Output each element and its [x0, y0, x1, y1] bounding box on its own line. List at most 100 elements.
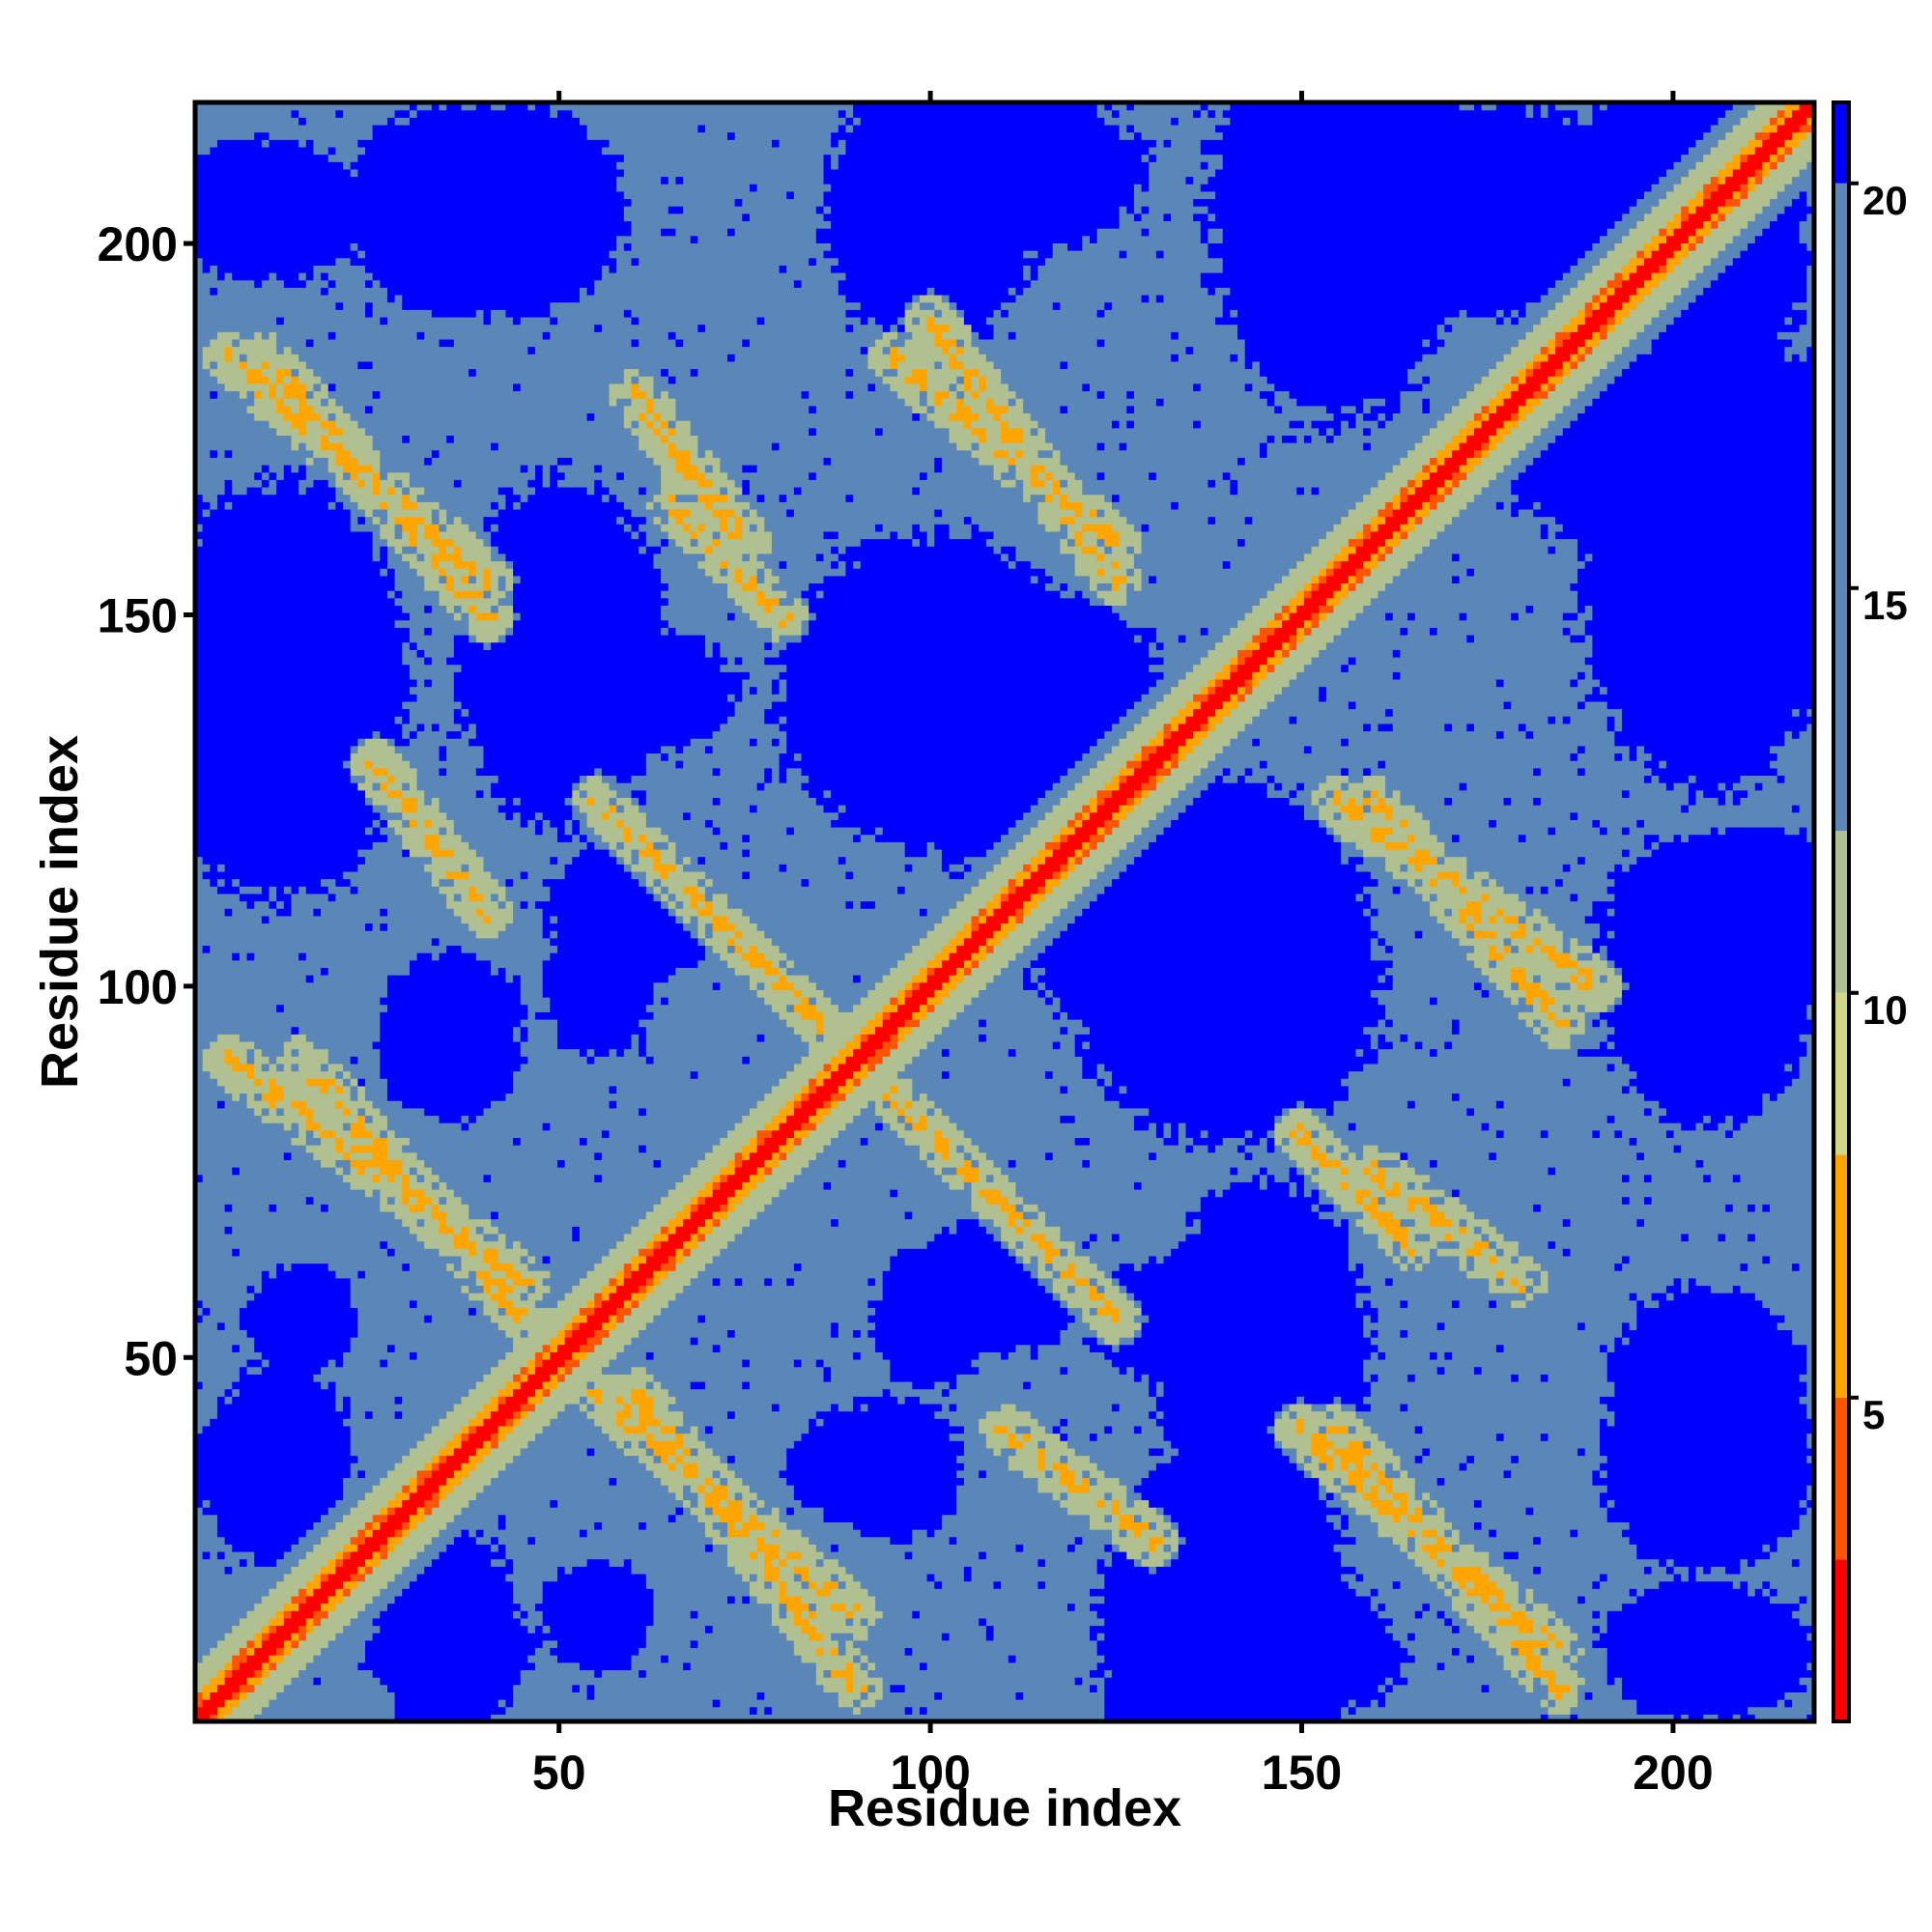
- heatmap-cell: [350, 1226, 358, 1235]
- heatmap-cell: [313, 198, 322, 207]
- heatmap-cell: [283, 501, 293, 510]
- heatmap-cell: [210, 649, 218, 658]
- heatmap-cell: [254, 870, 263, 880]
- heatmap-cell: [246, 1048, 255, 1057]
- heatmap-cell: [357, 1544, 366, 1552]
- heatmap-cell: [246, 989, 255, 998]
- heatmap-cell: [305, 1048, 315, 1057]
- heatmap-cell: [321, 1078, 329, 1087]
- heatmap-cell: [357, 841, 366, 850]
- heatmap-cell: [269, 1329, 277, 1338]
- heatmap-cell: [246, 1159, 255, 1168]
- heatmap-cell: [210, 1418, 218, 1427]
- heatmap-cell: [305, 1521, 315, 1530]
- heatmap-cell: [343, 1270, 352, 1279]
- heatmap-cell: [269, 886, 277, 895]
- heatmap-cell: [276, 1536, 285, 1545]
- heatmap-cell: [239, 989, 248, 998]
- heatmap-cell: [239, 1159, 248, 1168]
- heatmap-cell: [357, 1167, 366, 1176]
- heatmap-cell: [246, 1337, 255, 1346]
- heatmap-cell: [350, 1359, 358, 1368]
- heatmap-cell: [313, 1469, 322, 1479]
- heatmap-cell: [276, 190, 285, 200]
- heatmap-cell: [195, 1521, 204, 1530]
- heatmap-cell: [343, 1714, 352, 1721]
- heatmap-cell: [291, 376, 299, 384]
- heatmap-cell: [291, 1063, 299, 1072]
- heatmap-cell: [291, 694, 299, 702]
- heatmap-cell: [210, 1137, 218, 1146]
- heatmap-cell: [357, 516, 366, 525]
- heatmap-cell: [283, 368, 293, 377]
- heatmap-cell: [343, 206, 352, 214]
- heatmap-cell: [261, 1485, 270, 1493]
- heatmap-cell: [239, 1521, 248, 1530]
- heatmap-cell: [298, 1344, 307, 1352]
- heatmap-cell: [313, 1351, 322, 1360]
- heatmap-cell: [305, 612, 315, 621]
- heatmap-cell: [343, 967, 352, 976]
- heatmap-cell: [195, 1714, 204, 1721]
- heatmap-cell: [202, 294, 211, 303]
- heatmap-cell: [313, 1544, 322, 1552]
- heatmap-cell: [343, 1610, 352, 1619]
- heatmap-cell: [216, 870, 226, 880]
- heatmap-cell: [343, 516, 352, 525]
- heatmap-cell: [239, 590, 248, 599]
- heatmap-cell: [216, 405, 226, 414]
- heatmap-cell: [232, 206, 241, 214]
- heatmap-cell: [210, 1122, 218, 1131]
- heatmap-cell: [216, 102, 226, 111]
- heatmap-cell: [276, 1145, 285, 1153]
- heatmap-cell: [350, 102, 358, 111]
- heatmap-cell: [261, 1004, 270, 1012]
- heatmap-cell: [276, 242, 285, 251]
- heatmap-cell: [210, 346, 218, 355]
- heatmap-cell: [232, 1248, 241, 1257]
- heatmap-cell: [261, 1380, 270, 1390]
- heatmap-cell: [283, 102, 293, 111]
- heatmap-cell: [254, 730, 263, 739]
- heatmap-cell: [210, 656, 218, 666]
- heatmap-cell: [195, 1085, 204, 1094]
- heatmap-cell: [246, 1315, 255, 1323]
- heatmap-cell: [350, 1455, 358, 1463]
- heatmap-cell: [224, 1677, 233, 1686]
- heatmap-cell: [202, 1677, 211, 1686]
- heatmap-cell: [195, 1115, 204, 1123]
- heatmap-cell: [327, 479, 336, 488]
- heatmap-cell: [335, 294, 344, 303]
- heatmap-cell: [343, 1499, 352, 1508]
- heatmap-cell: [246, 1558, 255, 1567]
- heatmap-cell: [335, 834, 344, 842]
- heatmap-cell: [224, 767, 233, 777]
- heatmap-cell: [335, 1507, 344, 1516]
- heatmap-cell: [195, 465, 204, 473]
- heatmap-cell: [350, 1374, 358, 1382]
- heatmap-cell: [210, 235, 218, 243]
- heatmap-cell: [343, 213, 352, 222]
- heatmap-cell: [269, 753, 277, 761]
- heatmap-cell: [232, 354, 241, 362]
- heatmap-cell: [327, 1018, 336, 1028]
- heatmap-cell: [291, 346, 299, 355]
- heatmap-cell: [357, 1639, 366, 1649]
- heatmap-cell: [239, 1580, 248, 1589]
- heatmap-cell: [202, 1550, 211, 1560]
- heatmap-cell: [232, 1403, 241, 1412]
- heatmap-cell: [269, 1691, 277, 1700]
- heatmap-cell: [261, 1469, 270, 1479]
- heatmap-cell: [269, 398, 277, 407]
- heatmap-cell: [298, 945, 307, 953]
- heatmap-cell: [283, 1167, 293, 1176]
- heatmap-cell: [216, 1204, 226, 1212]
- heatmap-cell: [224, 760, 233, 769]
- heatmap-cell: [224, 117, 233, 126]
- heatmap-cell: [210, 1100, 218, 1109]
- heatmap-cell: [261, 508, 270, 518]
- heatmap-cell: [210, 398, 218, 407]
- heatmap-cell: [298, 959, 307, 968]
- heatmap-cell: [350, 124, 358, 133]
- heatmap-cell: [254, 1151, 263, 1160]
